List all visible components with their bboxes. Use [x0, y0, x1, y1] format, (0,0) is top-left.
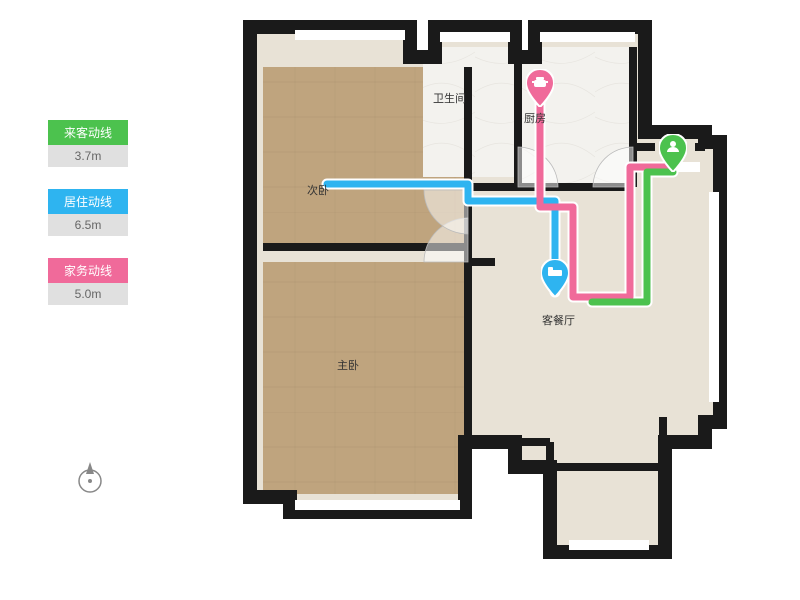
map-pin-living_pin	[541, 259, 569, 297]
legend-label-living: 居住动线	[48, 189, 128, 214]
legend-item-living: 居住动线 6.5m	[48, 189, 128, 236]
room-label-bathroom: 卫生间	[433, 90, 466, 106]
legend-label-guest: 来客动线	[48, 120, 128, 145]
legend-value-living: 6.5m	[48, 214, 128, 236]
legend-item-chore: 家务动线 5.0m	[48, 258, 128, 305]
room-label-living_dining: 客餐厅	[542, 312, 575, 328]
legend-item-guest: 来客动线 3.7m	[48, 120, 128, 167]
room-label-master_bedroom: 主卧	[337, 357, 359, 373]
legend-value-guest: 3.7m	[48, 145, 128, 167]
legend-label-chore: 家务动线	[48, 258, 128, 283]
room-label-kitchen: 厨房	[524, 110, 546, 126]
map-pin-entry_pin	[659, 134, 687, 172]
map-pin-kitchen_pin	[526, 69, 554, 107]
legend-value-chore: 5.0m	[48, 283, 128, 305]
floorplan: 次卧主卧 卫生间厨房客餐厅	[235, 12, 735, 582]
compass-icon	[72, 460, 108, 496]
legend-panel: 来客动线 3.7m 居住动线 6.5m 家务动线 5.0m	[48, 120, 128, 327]
room-label-second_bedroom: 次卧	[307, 182, 329, 198]
